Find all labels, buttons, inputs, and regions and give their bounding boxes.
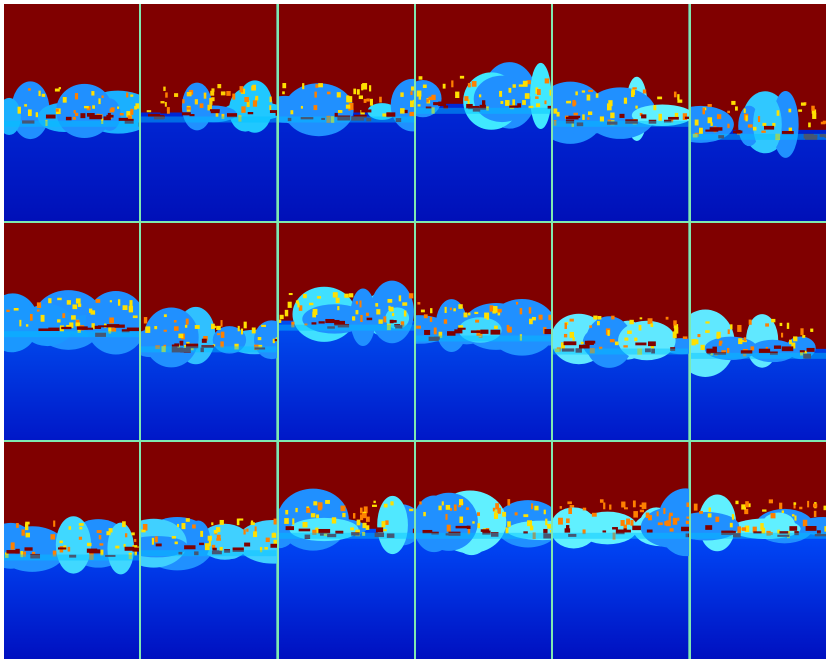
vegetation-blobs <box>278 488 414 555</box>
vegetation-blobs <box>416 62 552 130</box>
depth-tile-r3-c1 <box>4 442 140 659</box>
horizon-band <box>4 554 140 561</box>
depth-tile-r1-c2 <box>141 4 277 221</box>
vegetation-blobs <box>4 516 140 575</box>
vegetation-blobs <box>690 90 826 158</box>
horizon-band <box>553 348 689 355</box>
horizon-band <box>278 532 414 539</box>
horizon-band <box>416 532 552 539</box>
depth-tile-r2-c4 <box>416 223 552 440</box>
depth-tile-r3-c6 <box>690 442 826 659</box>
depth-tile-r2-c2 <box>141 223 277 440</box>
depth-map-image <box>278 223 414 440</box>
horizon-band <box>553 532 689 539</box>
depth-tile-r3-c3 <box>278 442 414 659</box>
vegetation-blobs <box>690 494 826 552</box>
vegetation-blobs <box>553 76 689 144</box>
depth-map-image <box>416 442 552 659</box>
depth-map-image <box>690 4 826 221</box>
depth-tile-r2-c6 <box>690 223 826 440</box>
depth-map-image <box>553 4 689 221</box>
horizon-band <box>553 120 689 127</box>
vegetation-blobs <box>147 80 277 133</box>
depth-tile-r3-c2 <box>141 442 277 659</box>
horizon-band <box>278 116 414 123</box>
horizon-band <box>278 324 414 331</box>
horizon-band <box>141 346 277 353</box>
vegetation-blobs <box>416 299 552 356</box>
depth-tile-r2-c1 <box>4 223 140 440</box>
horizon-band <box>690 133 826 140</box>
horizon-band <box>4 331 140 338</box>
horizon-band <box>141 116 277 123</box>
vegetation-blobs <box>4 290 140 355</box>
depth-map-image <box>416 4 552 221</box>
depth-map-image <box>553 442 689 659</box>
vegetation-blobs <box>141 306 277 368</box>
depth-tile-r1-c5 <box>553 4 689 221</box>
depth-tile-r3-c5 <box>553 442 689 659</box>
depth-tile-r2-c5 <box>553 223 689 440</box>
depth-tile-r1-c1 <box>4 4 140 221</box>
horizon-band <box>690 352 826 359</box>
horizon-band <box>141 550 277 557</box>
depth-map-image <box>553 223 689 440</box>
horizon-band <box>4 120 140 127</box>
depth-map-grid <box>4 4 826 659</box>
depth-map-image <box>690 223 826 440</box>
vegetation-blobs <box>690 309 816 377</box>
depth-map-image <box>141 4 277 221</box>
depth-map-image <box>4 223 140 440</box>
depth-tile-r2-c3 <box>278 223 414 440</box>
depth-tile-r1-c3 <box>278 4 414 221</box>
horizon-band <box>416 335 552 342</box>
horizon-band <box>416 107 552 114</box>
vegetation-blobs <box>4 81 140 140</box>
depth-map-image <box>416 223 552 440</box>
vegetation-blobs <box>141 517 277 571</box>
depth-tile-r1-c6 <box>690 4 826 221</box>
depth-map-image <box>141 442 277 659</box>
depth-map-image <box>4 442 140 659</box>
depth-map-image <box>4 4 140 221</box>
depth-map-image <box>278 4 414 221</box>
horizon-band <box>690 532 826 539</box>
depth-map-image <box>141 223 277 440</box>
depth-map-image <box>278 442 414 659</box>
vegetation-blobs <box>553 488 689 557</box>
depth-tile-r3-c4 <box>416 442 552 659</box>
depth-tile-r1-c4 <box>416 4 552 221</box>
vegetation-blobs <box>553 313 689 368</box>
depth-map-image <box>690 442 826 659</box>
vegetation-blobs <box>278 78 414 137</box>
vegetation-blobs <box>278 280 414 347</box>
vegetation-blobs <box>416 490 552 556</box>
